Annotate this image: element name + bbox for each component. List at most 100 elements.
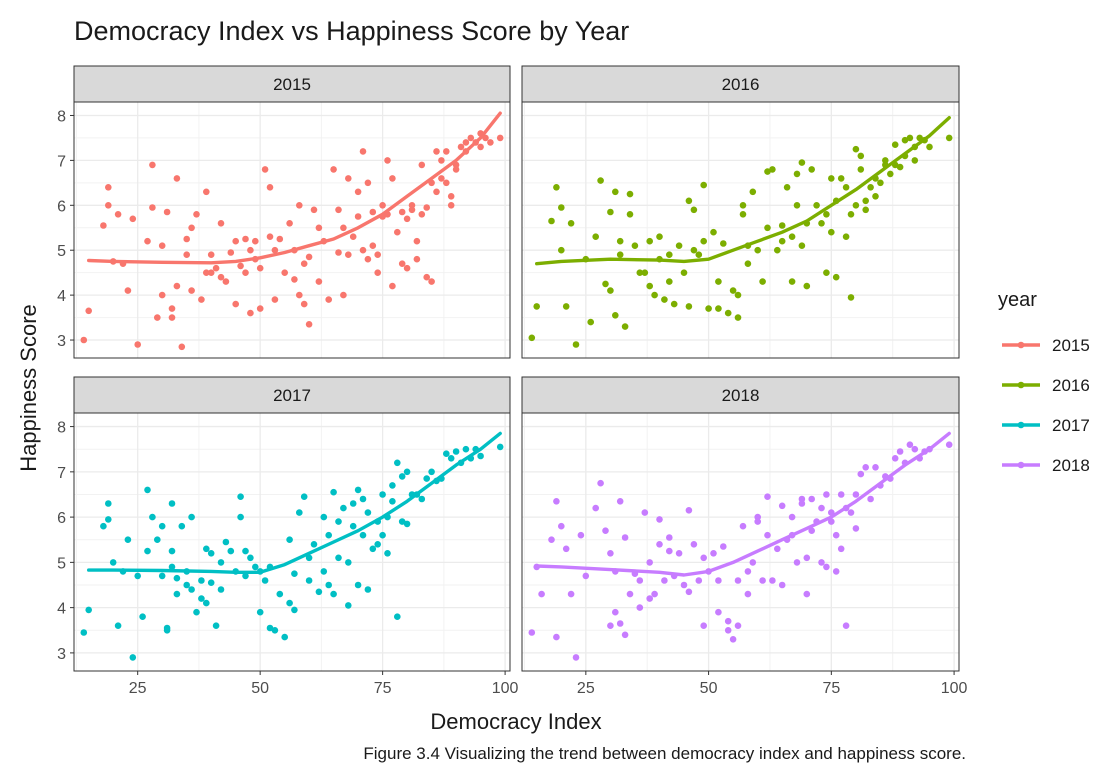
data-point: [680, 581, 688, 589]
data-point: [291, 276, 298, 283]
data-point: [852, 525, 860, 532]
data-point: [778, 502, 786, 510]
data-point: [764, 224, 771, 232]
data-point: [774, 545, 781, 553]
data-point: [744, 568, 752, 575]
data-point: [320, 513, 328, 521]
data-point: [867, 495, 874, 503]
data-point: [734, 291, 742, 299]
data-point: [808, 495, 815, 503]
data-point: [276, 235, 284, 243]
data-point: [562, 303, 570, 310]
data-point: [567, 590, 575, 598]
data-point: [447, 455, 455, 462]
data-point: [354, 188, 362, 196]
data-point: [305, 554, 313, 562]
data-point: [394, 613, 401, 620]
data-point: [837, 175, 845, 182]
data-point: [266, 184, 274, 191]
data-point: [828, 518, 835, 525]
data-point: [734, 622, 742, 629]
data-point: [158, 291, 166, 299]
data-point: [778, 237, 786, 245]
data-point: [636, 269, 644, 277]
data-point: [423, 475, 431, 482]
data-point: [144, 547, 151, 555]
y-axis-title: Happiness Score: [16, 304, 41, 472]
y-tick-label: 5: [57, 555, 66, 572]
data-point: [193, 608, 200, 616]
data-point: [335, 206, 342, 214]
data-point: [266, 624, 274, 632]
data-point: [548, 536, 555, 543]
data-point: [715, 278, 722, 285]
data-point: [237, 493, 244, 501]
data-point: [877, 179, 884, 187]
trend-line: [535, 116, 951, 266]
data-point: [602, 527, 609, 534]
data-point: [597, 177, 604, 184]
data-point: [592, 504, 599, 512]
data-point: [359, 531, 367, 539]
data-point: [398, 473, 406, 480]
data-point: [793, 559, 801, 566]
data-point: [558, 204, 565, 211]
y-tick-label: 5: [57, 243, 66, 260]
data-point: [670, 300, 678, 308]
data-point: [114, 211, 122, 218]
data-point: [651, 590, 658, 598]
data-point: [803, 554, 811, 562]
data-point: [778, 581, 786, 589]
data-point: [300, 260, 308, 268]
data-point: [207, 550, 215, 557]
data-point: [675, 242, 683, 249]
data-point: [345, 602, 352, 609]
data-point: [887, 170, 894, 178]
data-point: [710, 228, 717, 236]
panel-background: [74, 413, 510, 671]
data-point: [168, 500, 176, 507]
data-point: [403, 468, 411, 476]
data-point: [310, 206, 318, 214]
data-point: [349, 233, 357, 240]
data-point: [354, 213, 362, 220]
data-point: [685, 507, 693, 514]
data-point: [207, 269, 215, 277]
data-point: [715, 608, 722, 616]
data-point: [852, 202, 860, 209]
data-point: [587, 318, 594, 326]
data-point: [754, 518, 761, 525]
data-point: [413, 237, 421, 245]
data-point: [724, 627, 732, 634]
data-point: [340, 291, 347, 299]
data-point: [724, 617, 732, 625]
data-point: [394, 228, 401, 236]
data-point: [433, 148, 440, 155]
data-point: [553, 633, 560, 641]
data-point: [335, 249, 342, 256]
data-point: [558, 522, 565, 530]
data-point: [607, 622, 614, 629]
data-point: [183, 251, 190, 258]
data-point: [862, 197, 869, 205]
data-point: [661, 577, 668, 584]
data-point: [769, 577, 776, 584]
figure-caption: Figure 3.4 Visualizing the trend between…: [363, 744, 966, 763]
data-point: [183, 235, 190, 243]
data-point: [636, 577, 644, 584]
data-point: [237, 262, 244, 270]
data-point: [823, 269, 830, 277]
data-point: [305, 321, 313, 328]
data-point: [818, 559, 825, 566]
data-point: [832, 568, 840, 575]
panel-background: [74, 102, 510, 358]
data-point: [80, 336, 88, 344]
data-point: [734, 577, 742, 584]
data-point: [793, 202, 801, 209]
data-point: [462, 445, 470, 453]
data-point: [803, 282, 811, 290]
data-point: [379, 202, 386, 209]
data-point: [345, 559, 352, 566]
data-point: [847, 294, 855, 301]
data-point: [129, 654, 137, 661]
